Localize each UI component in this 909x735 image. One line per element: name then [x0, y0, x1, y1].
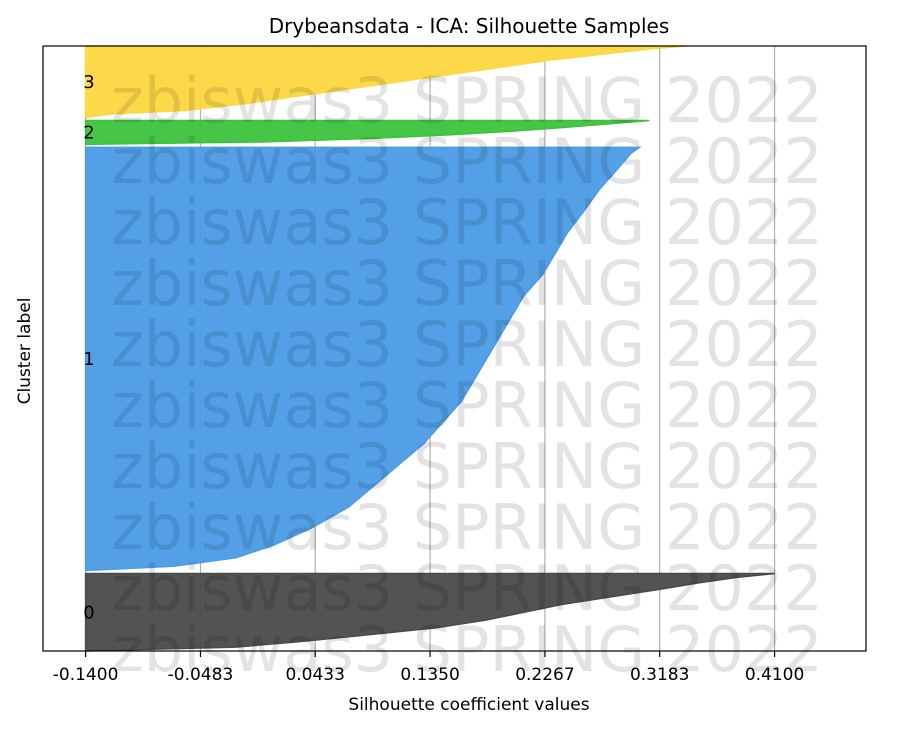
cluster-3-silhouette	[84, 45, 687, 119]
cluster-labels: 0 1 2 3	[83, 72, 94, 624]
cluster-0-label: 0	[83, 602, 94, 623]
cluster-areas	[84, 45, 775, 652]
cluster-2-label: 2	[83, 122, 94, 143]
x-tick-label: 0.4100	[745, 665, 804, 685]
watermark-text: zbiswas3 SPRING 2022	[111, 186, 823, 259]
y-axis-label: Cluster label	[15, 298, 35, 405]
chart-title: Drybeansdata - ICA: Silhouette Samples	[269, 14, 670, 38]
x-tick-label: -0.1400	[53, 665, 119, 685]
cluster-2-silhouette	[84, 119, 650, 146]
watermark-text: zbiswas3 SPRING 2022	[111, 491, 823, 564]
cluster-1-silhouette	[84, 146, 642, 572]
x-axis-label: Silhouette coefficient values	[348, 695, 589, 715]
x-tick-label: 0.2267	[515, 665, 574, 685]
plot-frame	[42, 45, 867, 652]
x-tick-label: 0.0433	[285, 665, 344, 685]
cluster-3-label: 3	[83, 72, 94, 93]
cluster-1-label: 1	[83, 349, 94, 370]
watermark-text: zbiswas3 SPRING 2022	[111, 552, 823, 625]
watermark-text: zbiswas3 SPRING 2022	[111, 125, 823, 198]
watermark-text: zbiswas3 SPRING 2022	[111, 247, 823, 320]
cluster-0-silhouette	[84, 572, 775, 652]
watermark-text: zbiswas3 SPRING 2022	[111, 613, 823, 686]
watermark-text: zbiswas3 SPRING 2022	[111, 369, 823, 442]
watermark-text: zbiswas3 SPRING 2022	[111, 430, 823, 503]
x-tick-label: -0.0483	[168, 665, 234, 685]
x-tick-label: 0.3183	[630, 665, 689, 685]
watermark-text: zbiswas3 SPRING 2022	[111, 308, 823, 381]
x-axis-ticks: -0.1400 -0.0483 0.0433 0.1350 0.2267 0.3183 0.…	[53, 651, 804, 685]
watermark-text: zbiswas3 SPRING 2022	[111, 64, 823, 137]
x-tick-label: 0.1350	[400, 665, 459, 685]
